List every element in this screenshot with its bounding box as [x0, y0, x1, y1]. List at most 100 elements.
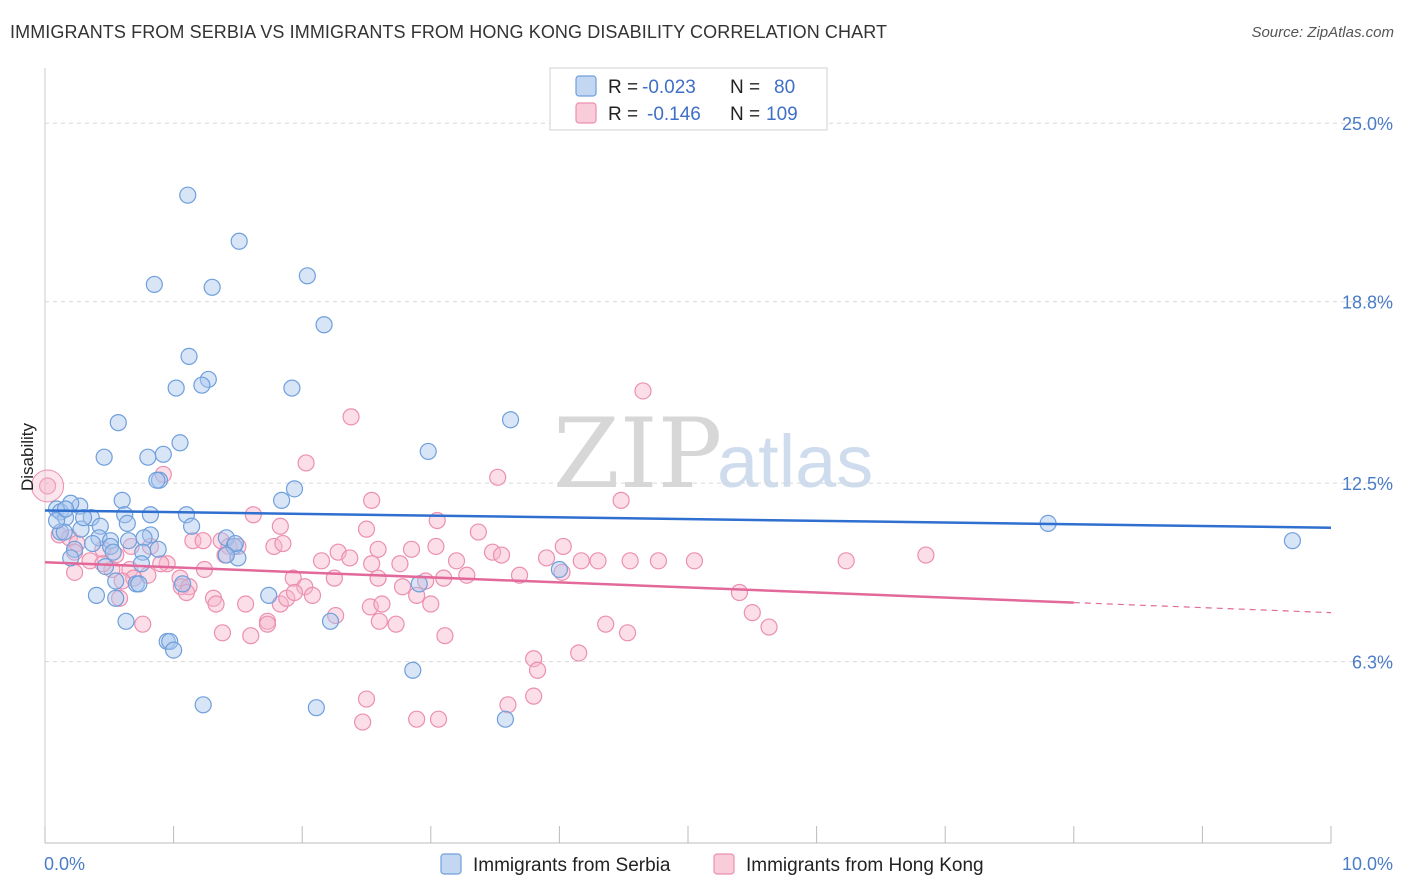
hong-kong-point	[271, 595, 289, 613]
hong-kong-point	[422, 595, 440, 613]
serbia-point	[273, 491, 291, 509]
hong-kong-point	[597, 615, 615, 633]
serbia-point	[83, 534, 102, 553]
hong-kong-point	[213, 624, 232, 642]
y-tick-labels: 6.3% 12.5% 18.8% 25.0%	[1342, 114, 1393, 672]
serbia-point	[194, 696, 212, 714]
hong-kong-point	[303, 586, 322, 604]
chart-title: IMMIGRANTS FROM SERBIA VS IMMIGRANTS FRO…	[10, 22, 888, 42]
serbia-point	[1283, 532, 1302, 550]
hong-kong-point	[194, 532, 212, 550]
watermark-zip: ZIP	[553, 398, 722, 510]
hong-kong-point	[458, 566, 476, 584]
y-axis-label: Disability	[18, 422, 37, 491]
hong-kong-point	[369, 569, 387, 587]
serbia-point	[145, 275, 163, 294]
serbia-point	[154, 445, 172, 463]
serbia-point	[109, 414, 127, 432]
serbia-point	[149, 540, 167, 558]
axes	[44, 68, 1332, 844]
serbia-point	[113, 491, 131, 509]
serbia-point	[87, 586, 106, 604]
serbia-point	[74, 509, 93, 527]
hong-kong-point	[357, 520, 376, 538]
hong-kong-point	[38, 477, 57, 495]
hong-kong-point	[510, 566, 529, 584]
hong-kong-point	[743, 604, 761, 622]
y-tick-label: 18.8%	[1342, 293, 1393, 313]
hong-kong-point	[492, 546, 511, 564]
hong-kong-point	[363, 491, 381, 509]
hong-kong-point	[634, 382, 652, 400]
hong-kong-point	[537, 549, 556, 567]
hong-kong-point	[469, 523, 487, 541]
serbia-point	[96, 557, 115, 576]
serbia-point	[117, 612, 135, 630]
serbia-point	[118, 514, 136, 533]
serbia-point	[104, 543, 122, 561]
hong-kong-point	[50, 526, 68, 544]
hong-kong-trend-extension	[1073, 601, 1332, 614]
serbia-point	[165, 641, 183, 659]
hong-kong-point	[242, 627, 260, 645]
legend-swatch-hong-kong	[575, 102, 597, 124]
serbia-point	[226, 534, 244, 553]
serbia-point	[65, 540, 84, 558]
y-tick-label: 25.0%	[1342, 114, 1393, 134]
hong-kong-point	[447, 552, 466, 570]
hong-kong-point	[436, 627, 454, 645]
hong-kong-point	[570, 644, 588, 662]
legend-n-label: N =	[730, 77, 760, 98]
hong-kong-point	[207, 595, 225, 613]
y-tick-label: 12.5%	[1342, 474, 1393, 494]
legend-r-label: R =	[608, 77, 638, 98]
y-tick-label: 6.3%	[1352, 653, 1393, 673]
hong-kong-point	[685, 552, 704, 570]
legend: R = -0.023 N = 80 R = -0.146 N = 109	[549, 67, 828, 131]
hong-kong-point	[373, 595, 391, 613]
serbia-point	[550, 560, 569, 579]
serbia-point	[47, 511, 66, 530]
hong-kong-point	[553, 563, 571, 581]
hong-kong-point-large	[31, 469, 65, 503]
serbia-point	[135, 529, 153, 547]
legend-swatch-serbia	[575, 75, 597, 97]
hong-kong-point	[134, 615, 152, 633]
serbia-point	[130, 575, 148, 593]
hong-kong-point	[429, 710, 448, 728]
source-label: Source: ZipAtlas.com	[1251, 24, 1394, 41]
hong-kong-point	[177, 583, 196, 602]
serbia-point	[307, 699, 325, 717]
serbia-trend-line	[44, 509, 1332, 529]
serbia-point	[203, 278, 221, 296]
hong-kong-point	[342, 408, 360, 426]
serbia-point	[298, 267, 316, 285]
serbia-point	[139, 448, 157, 466]
serbia-point	[95, 448, 113, 466]
legend-r-label: R =	[608, 104, 638, 125]
hong-kong-point	[760, 618, 778, 636]
hong-kong-point	[370, 612, 388, 630]
serbia-point	[321, 612, 340, 630]
serbia-point	[107, 589, 125, 607]
hong-kong-point	[499, 696, 517, 714]
hong-kong-point	[554, 537, 572, 556]
serbia-point	[285, 480, 304, 498]
legend-r-value-hong-kong: -0.146	[647, 104, 701, 125]
serbia-point	[119, 532, 138, 550]
serbia-point	[183, 517, 201, 535]
serbia-point	[167, 379, 185, 397]
hong-kong-point	[285, 583, 304, 602]
hong-kong-point	[357, 690, 376, 708]
serbia-point	[148, 471, 166, 489]
hong-kong-point	[489, 468, 507, 486]
legend-r-value-serbia: -0.023	[642, 77, 696, 98]
hong-kong-point	[572, 552, 590, 570]
hong-kong-point	[525, 687, 543, 705]
hong-kong-point	[297, 454, 315, 472]
bottom-legend-swatch-hong-kong	[713, 853, 735, 875]
hong-kong-point	[387, 615, 405, 633]
hong-kong-point	[341, 549, 359, 567]
serbia-points	[47, 186, 1302, 728]
bottom-legend-swatch-serbia	[440, 853, 462, 875]
